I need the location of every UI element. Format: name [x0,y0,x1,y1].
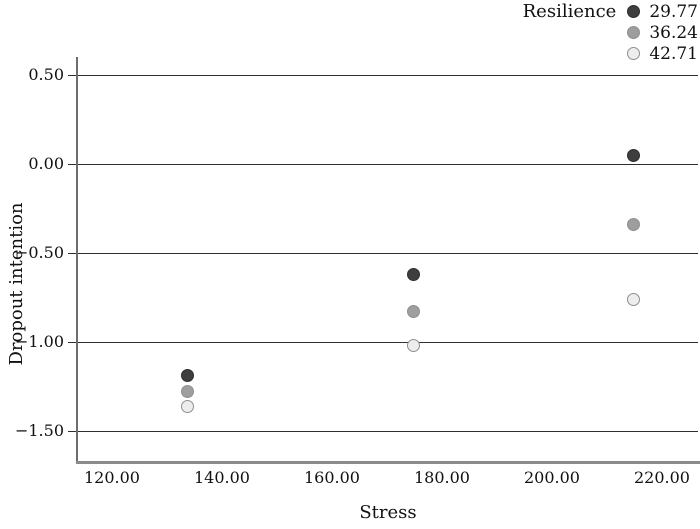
legend: Resilience 29.77 36.24 42.71 [523,1,698,64]
y-axis-tick [68,431,76,433]
x-tick-label: 180.00 [414,468,470,487]
legend-rows: 29.77 36.24 42.71 [627,1,698,64]
data-point-resilience-36.24 [181,385,195,399]
x-tick-label: 160.00 [304,468,360,487]
dark-circle-icon [627,5,641,18]
y-tick-label: −1.00 [14,332,64,351]
x-tick-label: 140.00 [194,468,250,487]
y-axis-tick [68,75,76,77]
x-tick-label: 220.00 [634,468,690,487]
data-point-resilience-42.71 [181,399,195,413]
x-axis-title: Stress [359,502,417,523]
gridline [78,431,698,433]
y-axis-tick [68,342,76,344]
y-tick-label: 0.00 [28,154,64,173]
x-axis-line [76,461,700,464]
data-point-resilience-36.24 [627,218,641,232]
data-point-resilience-29.77 [181,369,195,383]
y-axis-tick [68,253,76,255]
gridline [78,342,698,344]
y-tick-label: −1.50 [14,421,64,440]
y-tick-label: 0.50 [28,65,64,84]
data-point-resilience-29.77 [406,267,420,281]
gray-circle-icon [627,26,641,39]
legend-label: 29.77 [649,1,698,22]
y-axis-line [76,57,78,463]
plot-area: 0.50 0.00 −0.50 −1.00 −1.50 120.00 140.00 160.0… [15,57,700,487]
y-tick-label: −0.50 [14,243,64,262]
data-point-resilience-36.24 [406,305,420,319]
legend-row-resilience-mid: 36.24 [627,22,698,43]
legend-title: Resilience [522,1,617,22]
light-circle-icon [627,47,641,60]
data-point-resilience-42.71 [406,339,420,353]
legend-label: 36.24 [649,22,698,43]
legend-row-resilience-high: 42.71 [627,43,698,64]
x-tick-label: 120.00 [84,468,140,487]
data-point-resilience-29.77 [627,148,641,162]
data-point-resilience-42.71 [627,292,641,306]
gridline [78,164,698,166]
y-axis-tick [68,164,76,166]
legend-label: 42.71 [649,43,698,64]
y-axis-title: Dropout intention [6,202,27,366]
gridline [78,253,698,255]
legend-row-resilience-low: 29.77 [627,1,698,22]
gridline [78,75,698,77]
x-tick-label: 200.00 [524,468,580,487]
